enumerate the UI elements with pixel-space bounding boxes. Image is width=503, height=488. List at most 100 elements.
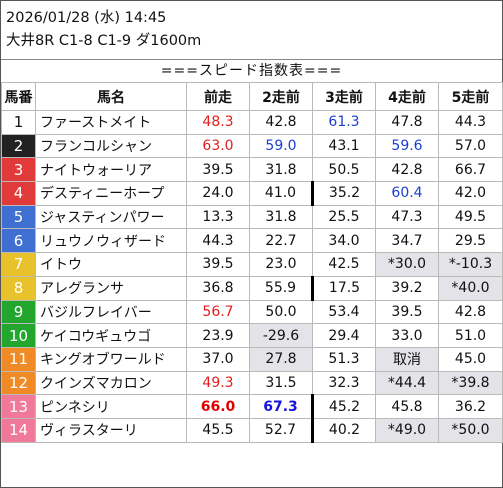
speed-index-cell: 22.7 xyxy=(249,228,313,254)
speed-index-cell: 32.3 xyxy=(312,370,376,396)
table-row: 6 リュウノウィザード 44.3 22.7 34.0 34.7 29.5 xyxy=(1,228,503,254)
speed-index-cell: *50.0 xyxy=(438,417,503,443)
speed-index-cell: 23.9 xyxy=(186,323,250,348)
speed-index-cell: 66.0 xyxy=(186,394,250,419)
speed-index-cell: 23.0 xyxy=(249,252,313,277)
speed-index-cell: 49.3 xyxy=(186,370,250,396)
horse-name: バジルフレイバー xyxy=(35,299,187,325)
horse-number-badge: 9 xyxy=(1,299,36,325)
table-row: 1 ファーストメイト 48.3 42.8 61.3 47.8 44.3 xyxy=(1,110,503,135)
horse-number-badge: 4 xyxy=(1,181,36,206)
col-header-last-race: 前走 xyxy=(186,82,250,111)
speed-index-cell: 55.9 xyxy=(249,275,313,301)
horse-name: ヴィラスターリ xyxy=(35,417,187,443)
speed-index-table: 馬番 馬名 前走 2走前 3走前 4走前 5走前 1 ファーストメイト 48.3 42… xyxy=(1,82,503,443)
speed-index-cell: *44.4 xyxy=(375,370,439,396)
speed-index-cell: 39.2 xyxy=(375,275,439,301)
speed-index-cell: 47.3 xyxy=(375,204,439,230)
race-info: 大井8R C1-8 C1-9 ダ1600m xyxy=(6,33,202,49)
horse-number-badge: 1 xyxy=(1,110,36,135)
speed-index-cell: 63.0 xyxy=(186,133,250,159)
horse-name: フランコルシャン xyxy=(35,133,187,159)
speed-index-cell: 13.3 xyxy=(186,204,250,230)
speed-index-cell: 39.5 xyxy=(186,157,250,183)
horse-name: デスティニーホープ xyxy=(35,181,187,206)
speed-index-cell: 35.2 xyxy=(311,181,376,206)
table-row: 14 ヴィラスターリ 45.5 52.7 40.2 *49.0 *50.0 xyxy=(1,417,503,443)
speed-index-cell: 39.5 xyxy=(375,299,439,325)
horse-number-badge: 13 xyxy=(1,394,36,419)
table-row: 4 デスティニーホープ 24.0 41.0 35.2 60.4 42.0 xyxy=(1,181,503,206)
horse-number-badge: 10 xyxy=(1,323,36,348)
horse-number-badge: 2 xyxy=(1,133,36,159)
speed-index-cell: 60.4 xyxy=(375,181,439,206)
speed-index-cell: 59.6 xyxy=(375,133,439,159)
speed-index-cell: 50.5 xyxy=(312,157,376,183)
col-header-4-races-ago: 4走前 xyxy=(375,82,439,111)
speed-index-cell: 31.8 xyxy=(249,157,313,183)
speed-index-cell: 49.5 xyxy=(438,204,503,230)
table-title-banner: ===スピード指数表=== xyxy=(1,59,502,83)
speed-index-cell: 50.0 xyxy=(249,299,313,325)
col-header-3-races-ago: 3走前 xyxy=(312,82,376,111)
speed-index-cell: 44.3 xyxy=(438,110,503,135)
table-row: 8 アレグランサ 36.8 55.9 17.5 39.2 *40.0 xyxy=(1,275,503,301)
speed-index-cell: 42.8 xyxy=(438,299,503,325)
speed-index-cell: 59.0 xyxy=(249,133,313,159)
speed-index-cell: 41.0 xyxy=(249,181,313,206)
horse-number-badge: 3 xyxy=(1,157,36,183)
horse-name: イトウ xyxy=(35,252,187,277)
speed-index-cell: *30.0 xyxy=(375,252,439,277)
speed-index-cell: 42.8 xyxy=(249,110,313,135)
speed-index-cell: 51.3 xyxy=(312,346,376,372)
speed-index-cell: 34.7 xyxy=(375,228,439,254)
horse-number-badge: 14 xyxy=(1,417,36,443)
speed-index-cell: 24.0 xyxy=(186,181,250,206)
table-row: 2 フランコルシャン 63.0 59.0 43.1 59.6 57.0 xyxy=(1,133,503,159)
speed-index-cell: *40.0 xyxy=(438,275,503,301)
horse-number-badge: 12 xyxy=(1,370,36,396)
speed-index-cell: 51.0 xyxy=(438,323,503,348)
speed-index-cell: 29.4 xyxy=(312,323,376,348)
speed-index-cell: 29.5 xyxy=(438,228,503,254)
speed-index-cell: 61.3 xyxy=(312,110,376,135)
table-row: 7 イトウ 39.5 23.0 42.5 *30.0 *-10.3 xyxy=(1,252,503,277)
speed-index-cell: 27.8 xyxy=(249,346,313,372)
speed-index-cell: 42.8 xyxy=(375,157,439,183)
horse-number-badge: 6 xyxy=(1,228,36,254)
speed-index-cell: 取消 xyxy=(375,346,439,372)
speed-index-cell: 44.3 xyxy=(186,228,250,254)
speed-index-cell: *-10.3 xyxy=(438,252,503,277)
horse-number-badge: 7 xyxy=(1,252,36,277)
horse-name: ナイトウォーリア xyxy=(35,157,187,183)
speed-index-cell: 52.7 xyxy=(249,417,313,443)
speed-index-cell: 37.0 xyxy=(186,346,250,372)
horse-name: ジャスティンパワー xyxy=(35,204,187,230)
speed-index-cell: 17.5 xyxy=(311,275,376,301)
speed-index-cell: 39.5 xyxy=(186,252,250,277)
table-row: 12 クインズマカロン 49.3 31.5 32.3 *44.4 *39.8 xyxy=(1,370,503,396)
col-header-2-races-ago: 2走前 xyxy=(249,82,313,111)
speed-index-cell: 25.5 xyxy=(312,204,376,230)
speed-index-cell: *49.0 xyxy=(375,417,439,443)
speed-index-cell: 57.0 xyxy=(438,133,503,159)
speed-index-cell: 66.7 xyxy=(438,157,503,183)
speed-index-cell: 43.1 xyxy=(312,133,376,159)
speed-index-cell: 40.2 xyxy=(311,417,376,443)
table-row: 5 ジャスティンパワー 13.3 31.8 25.5 47.3 49.5 xyxy=(1,204,503,230)
horse-name: ファーストメイト xyxy=(35,110,187,135)
speed-index-cell: 42.5 xyxy=(312,252,376,277)
speed-index-cell: 34.0 xyxy=(312,228,376,254)
race-datetime: 2026/01/28 (水) 14:45 xyxy=(6,10,167,26)
speed-index-cell: *39.8 xyxy=(438,370,503,396)
speed-index-cell: 45.5 xyxy=(186,417,250,443)
table-row: 13 ピンネシリ 66.0 67.3 45.2 45.8 36.2 xyxy=(1,394,503,419)
col-header-horse-name: 馬名 xyxy=(35,82,187,111)
horse-name: ピンネシリ xyxy=(35,394,187,419)
col-header-5-races-ago: 5走前 xyxy=(438,82,503,111)
speed-index-cell: -29.6 xyxy=(249,323,313,348)
table-row: 3 ナイトウォーリア 39.5 31.8 50.5 42.8 66.7 xyxy=(1,157,503,183)
speed-index-cell: 31.8 xyxy=(249,204,313,230)
table-row: 10 ケイコウギュウゴ 23.9 -29.6 29.4 33.0 51.0 xyxy=(1,323,503,348)
